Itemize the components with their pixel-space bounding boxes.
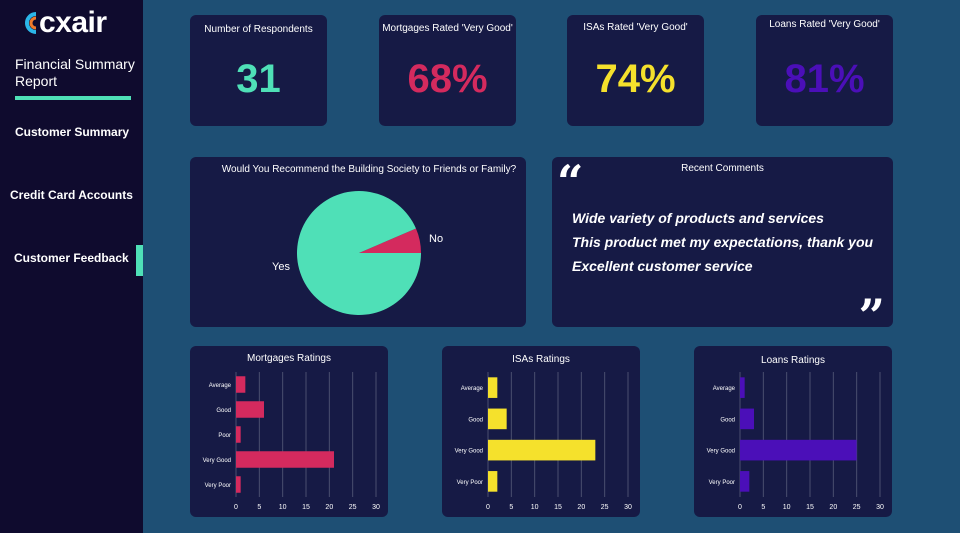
bar[interactable] xyxy=(236,426,241,443)
sidebar-item-label: Credit Card Accounts xyxy=(10,188,133,202)
x-tick-label: 15 xyxy=(554,504,562,511)
sidebar-item-label: Customer Feedback xyxy=(14,251,129,265)
kpi-card-loans[interactable]: Loans Rated 'Very Good' 81% xyxy=(756,15,893,126)
comments-panel: “ Recent Comments Wide variety of produc… xyxy=(552,155,893,339)
chart-title: ISAs Ratings xyxy=(512,354,570,365)
mortgages-bar-chart[interactable]: 0 5 10 15 20 25 30 Average Good Poor Very Good Very… xyxy=(190,346,388,517)
close-quote-icon: ” xyxy=(858,289,885,343)
bar[interactable] xyxy=(740,377,745,398)
x-tick-label: 10 xyxy=(783,504,791,511)
sidebar-item-customer-summary[interactable]: Customer Summary xyxy=(0,125,143,139)
chart-title: Mortgages Ratings xyxy=(247,353,331,364)
bar[interactable] xyxy=(236,451,334,468)
kpi-card-mortgages[interactable]: Mortgages Rated 'Very Good' 68% xyxy=(379,15,516,126)
y-category-label: Very Good xyxy=(455,449,483,455)
kpi-card-respondents[interactable]: Number of Respondents 31 xyxy=(190,15,327,126)
x-tick-label: 25 xyxy=(349,504,357,511)
bar[interactable] xyxy=(488,471,498,492)
comment-item: This product met my expectations, thank … xyxy=(572,234,874,250)
isas-ratings-panel: ISAs Ratings 0 5 10 15 20 25 30 Average Good Very… xyxy=(442,346,640,517)
y-category-label: Average xyxy=(461,386,484,392)
x-tick-label: 30 xyxy=(876,504,884,511)
y-category-label: Very Poor xyxy=(457,480,483,486)
x-tick-label: 5 xyxy=(761,504,765,511)
title-underline xyxy=(15,96,131,100)
pie-slice-no[interactable] xyxy=(359,228,421,253)
recommend-panel: Would You Recommend the Building Society… xyxy=(190,157,526,327)
loans-ratings-panel: Loans Ratings 0 5 10 15 20 25 30 Average Good Ver… xyxy=(694,346,892,517)
x-tick-label: 0 xyxy=(738,504,742,511)
x-tick-label: 10 xyxy=(531,504,539,511)
x-tick-label: 0 xyxy=(234,504,238,511)
recommend-pie-chart[interactable]: Yes No xyxy=(190,157,526,327)
sidebar-item-customer-feedback[interactable]: Customer Feedback xyxy=(0,251,143,265)
mortgages-ratings-panel: Mortgages Ratings 0 5 10 15 20 25 30 Average Goo… xyxy=(190,346,388,517)
kpi-label: Loans Rated 'Very Good' xyxy=(769,19,880,30)
kpi-value: 68% xyxy=(407,57,488,101)
kpi-label: Number of Respondents xyxy=(204,24,313,35)
pie-slice-yes[interactable] xyxy=(296,190,421,315)
loans-bar-chart[interactable]: 0 5 10 15 20 25 30 Average Good Very Good Very Poo… xyxy=(694,346,892,517)
pie-label-no: No xyxy=(429,233,443,245)
x-tick-label: 5 xyxy=(509,504,513,511)
y-category-label: Very Poor xyxy=(205,483,231,489)
kpi-value: 31 xyxy=(236,57,281,101)
sidebar: cxair Financial Summary Report Customer … xyxy=(0,0,143,533)
bar[interactable] xyxy=(740,408,754,430)
kpi-label: ISAs Rated 'Very Good' xyxy=(583,22,688,33)
kpi-card-isas[interactable]: ISAs Rated 'Very Good' 74% xyxy=(567,15,704,126)
x-tick-label: 30 xyxy=(624,504,632,511)
comments-title: Recent Comments xyxy=(681,163,764,174)
kpi-value: 74% xyxy=(595,57,676,101)
y-category-label: Good xyxy=(216,408,231,414)
recommend-title: Would You Recommend the Building Society… xyxy=(221,164,517,175)
sidebar-item-credit-card-accounts[interactable]: Credit Card Accounts xyxy=(0,188,143,202)
bar[interactable] xyxy=(236,376,246,393)
x-tick-label: 15 xyxy=(302,504,310,511)
y-category-label: Average xyxy=(209,383,232,389)
y-category-label: Poor xyxy=(218,433,231,439)
logo-text: cxair xyxy=(39,6,107,39)
y-category-label: Average xyxy=(713,386,736,392)
x-tick-label: 20 xyxy=(829,504,837,511)
cxair-logo[interactable]: cxair xyxy=(22,8,107,38)
x-tick-label: 25 xyxy=(853,504,861,511)
isas-bar-chart[interactable]: 0 5 10 15 20 25 30 Average Good Very Good Very Poo… xyxy=(442,346,640,517)
bar[interactable] xyxy=(236,401,264,418)
x-tick-label: 30 xyxy=(372,504,380,511)
kpi-label: Mortgages Rated 'Very Good' xyxy=(382,23,513,34)
pie-label-yes: Yes xyxy=(272,261,290,273)
y-category-label: Very Good xyxy=(203,458,231,464)
x-tick-label: 25 xyxy=(601,504,609,511)
y-category-label: Very Good xyxy=(707,449,735,455)
x-tick-label: 20 xyxy=(325,504,333,511)
chart-title: Loans Ratings xyxy=(761,355,825,366)
bar[interactable] xyxy=(488,408,507,430)
report-title: Financial Summary Report xyxy=(15,56,135,89)
sidebar-item-label: Customer Summary xyxy=(15,125,130,139)
bar[interactable] xyxy=(488,377,498,398)
active-nav-indicator xyxy=(136,245,143,276)
x-tick-label: 0 xyxy=(486,504,490,511)
y-category-label: Very Poor xyxy=(709,480,735,486)
bar[interactable] xyxy=(740,471,750,492)
comment-item: Wide variety of products and services xyxy=(572,210,824,226)
bar[interactable] xyxy=(236,476,241,493)
y-category-label: Good xyxy=(468,417,483,423)
open-quote-icon: “ xyxy=(557,155,584,209)
x-tick-label: 20 xyxy=(577,504,585,511)
x-tick-label: 10 xyxy=(279,504,287,511)
bar[interactable] xyxy=(488,439,596,461)
kpi-value: 81% xyxy=(784,57,865,101)
bar[interactable] xyxy=(740,439,857,461)
logo-mark-icon xyxy=(25,12,37,34)
y-category-label: Good xyxy=(720,417,735,423)
x-tick-label: 15 xyxy=(806,504,814,511)
comment-item: Excellent customer service xyxy=(572,258,753,274)
x-tick-label: 5 xyxy=(257,504,261,511)
